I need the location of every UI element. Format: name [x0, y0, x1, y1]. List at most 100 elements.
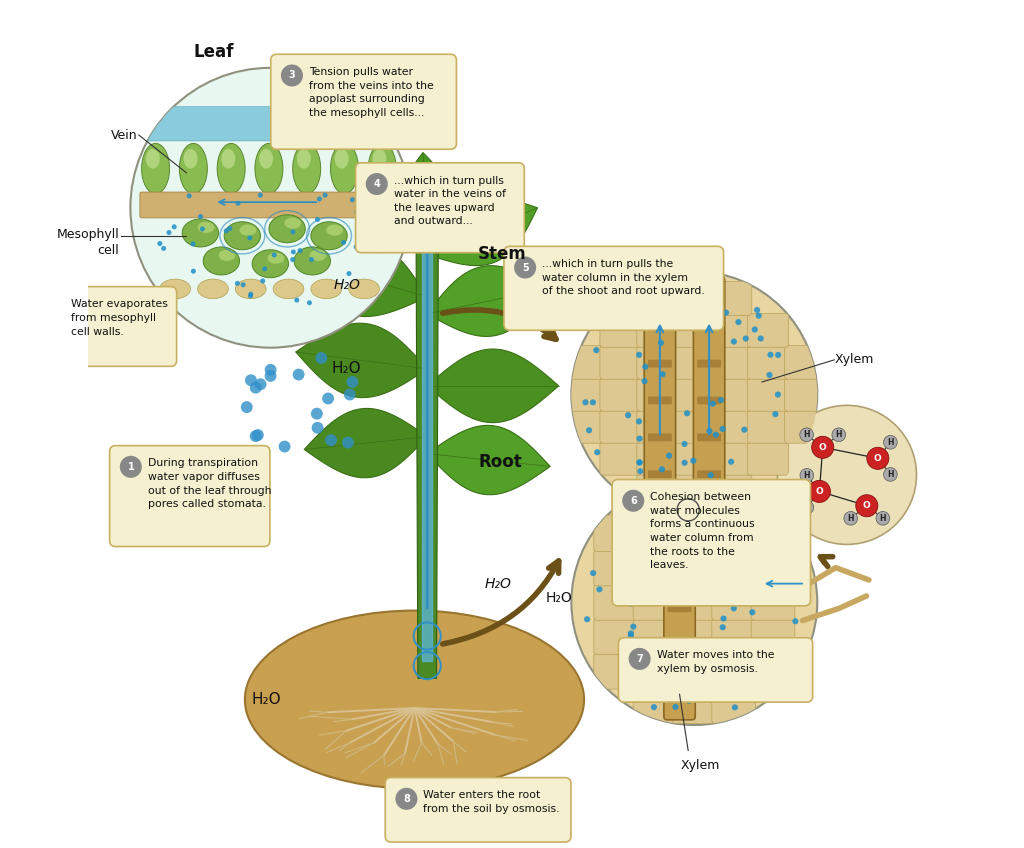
FancyBboxPatch shape [633, 550, 677, 586]
FancyBboxPatch shape [633, 653, 677, 689]
Circle shape [262, 266, 267, 271]
Circle shape [350, 198, 355, 203]
Circle shape [793, 618, 799, 624]
Circle shape [279, 441, 291, 453]
Ellipse shape [309, 249, 327, 261]
Circle shape [161, 246, 166, 251]
Circle shape [712, 488, 718, 494]
Ellipse shape [335, 149, 349, 169]
Ellipse shape [293, 143, 321, 194]
FancyBboxPatch shape [637, 410, 678, 444]
Circle shape [247, 235, 252, 240]
FancyBboxPatch shape [34, 287, 176, 366]
Circle shape [718, 397, 724, 403]
Circle shape [690, 458, 696, 464]
Circle shape [758, 336, 764, 342]
Text: Root: Root [478, 453, 522, 471]
Circle shape [167, 230, 171, 235]
FancyBboxPatch shape [673, 550, 716, 586]
Ellipse shape [236, 279, 266, 298]
Circle shape [293, 369, 304, 381]
FancyBboxPatch shape [673, 515, 716, 551]
Circle shape [772, 411, 778, 417]
Ellipse shape [269, 215, 305, 243]
Circle shape [395, 788, 418, 810]
FancyBboxPatch shape [633, 687, 677, 723]
Circle shape [775, 392, 781, 398]
Text: Xylem: Xylem [835, 354, 873, 366]
FancyBboxPatch shape [633, 481, 677, 517]
FancyBboxPatch shape [674, 345, 715, 379]
Ellipse shape [252, 249, 289, 277]
Text: H₂O: H₂O [485, 577, 512, 591]
Ellipse shape [369, 143, 396, 194]
FancyBboxPatch shape [673, 653, 716, 689]
Circle shape [623, 490, 644, 512]
FancyBboxPatch shape [697, 360, 721, 367]
Circle shape [258, 192, 263, 198]
Circle shape [260, 278, 265, 283]
FancyBboxPatch shape [600, 345, 641, 379]
FancyBboxPatch shape [712, 481, 756, 517]
Circle shape [741, 427, 748, 432]
FancyBboxPatch shape [712, 584, 756, 620]
FancyBboxPatch shape [355, 163, 524, 253]
Circle shape [812, 436, 834, 458]
Ellipse shape [224, 222, 260, 249]
Circle shape [708, 472, 714, 478]
Circle shape [130, 68, 411, 348]
Ellipse shape [217, 143, 245, 194]
Circle shape [775, 562, 781, 569]
FancyBboxPatch shape [633, 584, 677, 620]
FancyBboxPatch shape [648, 360, 672, 367]
Text: H: H [836, 430, 842, 439]
Ellipse shape [311, 279, 342, 298]
Circle shape [309, 257, 314, 262]
FancyBboxPatch shape [385, 778, 571, 842]
Ellipse shape [311, 222, 347, 249]
FancyBboxPatch shape [648, 323, 672, 331]
Circle shape [593, 347, 599, 354]
Circle shape [353, 244, 358, 249]
Circle shape [674, 689, 680, 695]
Circle shape [733, 537, 739, 544]
FancyBboxPatch shape [668, 678, 691, 686]
FancyBboxPatch shape [673, 618, 716, 655]
Circle shape [673, 704, 679, 710]
Circle shape [234, 281, 240, 286]
FancyBboxPatch shape [668, 531, 691, 538]
Circle shape [291, 229, 296, 234]
Circle shape [713, 432, 719, 438]
Circle shape [636, 418, 642, 425]
FancyBboxPatch shape [594, 653, 638, 689]
Circle shape [652, 298, 658, 304]
Polygon shape [304, 409, 427, 477]
Circle shape [271, 253, 276, 258]
Circle shape [323, 192, 328, 198]
FancyBboxPatch shape [504, 246, 724, 330]
FancyBboxPatch shape [637, 282, 678, 315]
Circle shape [248, 293, 253, 298]
Text: H₂O: H₂O [332, 361, 361, 377]
Circle shape [721, 616, 727, 622]
Circle shape [659, 371, 666, 377]
Text: Leaf: Leaf [194, 43, 233, 61]
Circle shape [707, 428, 713, 434]
Circle shape [729, 641, 735, 647]
Circle shape [223, 228, 228, 233]
Text: H: H [804, 430, 810, 439]
Ellipse shape [245, 611, 584, 789]
Circle shape [281, 64, 303, 86]
Circle shape [594, 449, 600, 455]
Circle shape [767, 352, 773, 358]
Polygon shape [427, 349, 559, 422]
FancyBboxPatch shape [648, 397, 672, 404]
FancyBboxPatch shape [644, 276, 676, 512]
Ellipse shape [294, 247, 331, 275]
FancyBboxPatch shape [674, 314, 715, 348]
FancyBboxPatch shape [563, 345, 604, 379]
Text: Vein: Vein [111, 129, 137, 142]
Circle shape [710, 400, 716, 407]
Circle shape [733, 641, 739, 647]
Circle shape [344, 388, 355, 400]
